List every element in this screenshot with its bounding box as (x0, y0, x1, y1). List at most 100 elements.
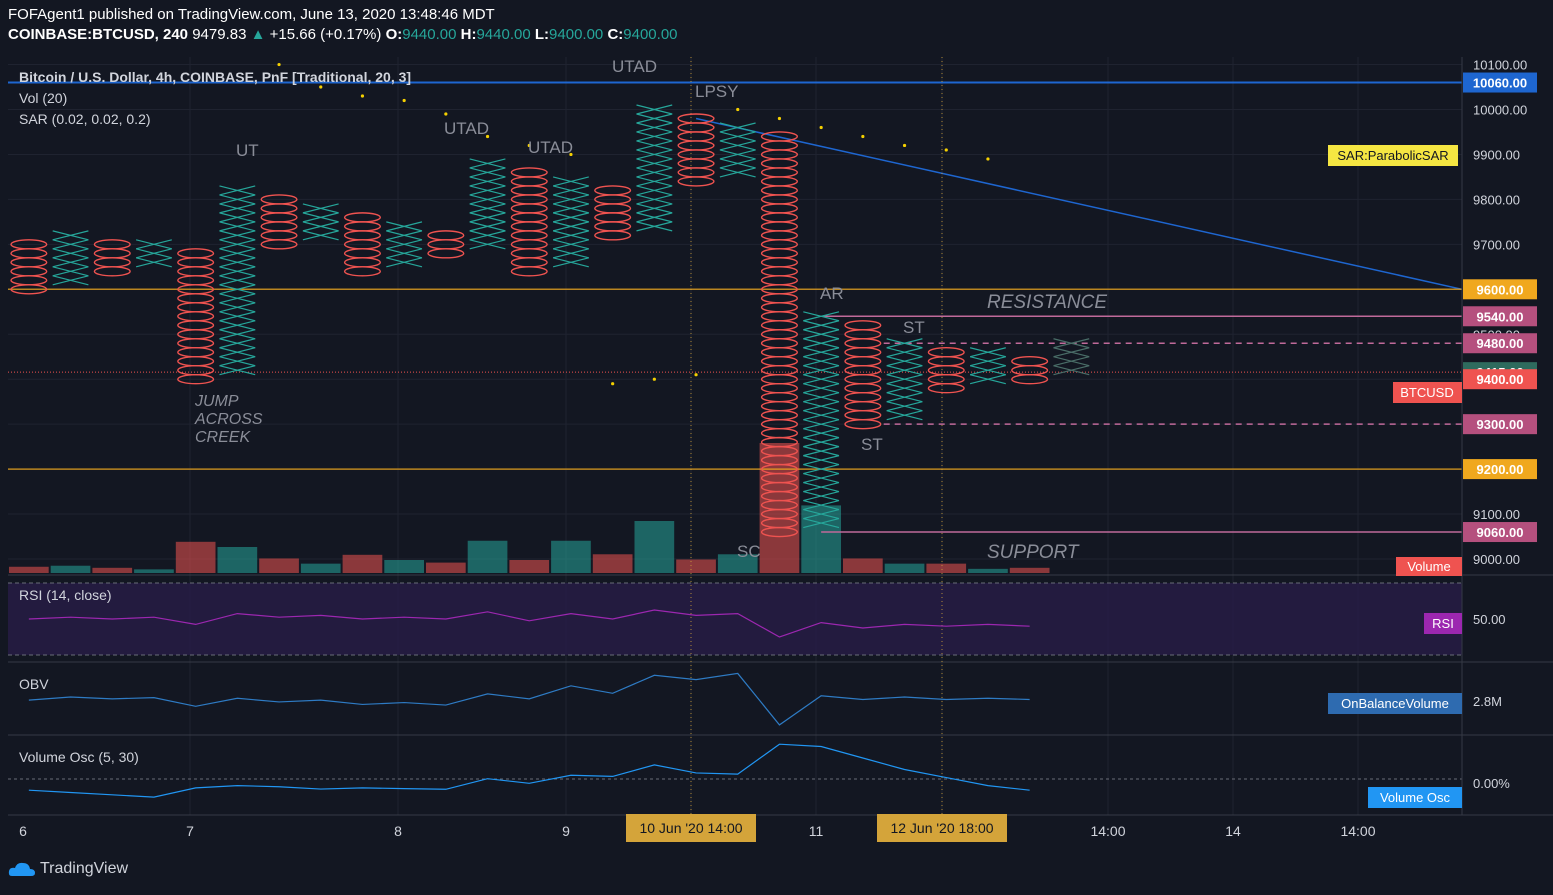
pnf-x-stroke (219, 221, 256, 232)
pnf-x-stroke (135, 257, 172, 268)
sar-dot (527, 143, 531, 148)
annotation-across: ACROSS (194, 411, 263, 428)
pnf-o-box (427, 230, 465, 241)
pnf-o-box (10, 239, 48, 250)
price-tag-box (1463, 333, 1537, 354)
crosshair-time-tags: 10 Jun '20 14:00 12 Jun '20 18:00 (626, 814, 1007, 842)
annotation-utad-top: UTAD (612, 57, 657, 76)
pnf-o-box (1011, 356, 1049, 367)
sar-label-box (1328, 145, 1458, 166)
sar-dot (611, 382, 615, 386)
pnf-x-stroke (469, 194, 506, 205)
pnf-x-stroke (552, 185, 589, 196)
sar-dot (944, 148, 948, 152)
pnf-x-stroke (219, 266, 256, 277)
pnf-x-stroke (803, 392, 840, 403)
pnf-x-stroke (803, 428, 840, 439)
pnf-x-stroke (636, 194, 673, 205)
volume-bar (259, 558, 299, 573)
annotation-utad-2: UTAD (444, 119, 489, 138)
pnf-x-stroke (719, 140, 756, 151)
volume-bar (968, 568, 1008, 573)
pnf-x-stroke (886, 356, 923, 367)
pnf-x-stroke (719, 149, 756, 160)
annotation-sc: SC (737, 542, 761, 561)
pnf-x-stroke (469, 239, 506, 250)
price-tag-label: 9300.00 (1477, 417, 1524, 432)
price-tag-box (1463, 459, 1537, 480)
pnf-columns (10, 104, 1090, 538)
pnf-x-stroke (219, 248, 256, 259)
rsi-tick: 50.00 (1473, 612, 1506, 627)
sar-dot (777, 116, 782, 121)
wyckoff-annotations: UTAD LPSY UTAD UTAD UT JUMP ACROSS CREEK… (194, 57, 1107, 563)
up-triangle-icon: ▲ (250, 26, 266, 43)
pnf-x-stroke (803, 473, 840, 484)
symbol[interactable]: COINBASE:BTCUSD, 240 (8, 26, 189, 43)
pnf-x-stroke (469, 158, 506, 169)
pnf-x-stroke (52, 248, 89, 259)
price-tick-label: 9000.00 (1473, 552, 1520, 567)
price-tick-label: 10000.00 (1473, 103, 1527, 118)
btcusd-label-box (1393, 382, 1462, 403)
pnf-x-stroke (719, 122, 756, 133)
volume-bar (134, 569, 174, 573)
pnf-x-stroke (552, 203, 589, 214)
tradingview-logo[interactable]: TradingView (8, 860, 128, 878)
grid (8, 57, 1462, 815)
pane-separators (8, 574, 1553, 736)
rsi-label: RSI (1432, 616, 1454, 631)
pnf-x-stroke (803, 464, 840, 475)
price-tags: 10060.009600.009540.009480.009415.669400… (1463, 72, 1537, 543)
price-tick-label: 9900.00 (1473, 147, 1520, 162)
pnf-o-box (594, 185, 632, 196)
sar-dot (319, 85, 323, 89)
pnf-x-stroke (719, 158, 756, 169)
pnf-x-stroke (219, 347, 256, 358)
pnf-x-stroke (803, 419, 840, 430)
pnf-x-stroke (386, 257, 423, 268)
price-tick-label: 9800.00 (1473, 192, 1520, 207)
chart-area[interactable] (8, 57, 1462, 815)
pnf-x-stroke (969, 374, 1006, 385)
price-tag-label: 9400.00 (1477, 372, 1524, 387)
pnf-x-stroke (552, 212, 589, 223)
pnf-x-stroke (552, 221, 589, 232)
pnf-x-stroke (219, 365, 256, 376)
pnf-x-stroke (803, 482, 840, 493)
pnf-x-stroke (886, 392, 923, 403)
time-tag-1: 10 Jun '20 14:00 (639, 820, 742, 836)
pnf-x-stroke (803, 499, 840, 511)
time-tick-label: 7 (186, 823, 194, 839)
volume-bar (717, 554, 758, 573)
pnf-x-stroke (969, 365, 1006, 376)
volume-bar (175, 541, 216, 573)
pnf-pending-x-stroke (1053, 338, 1090, 349)
volume-bar (509, 560, 550, 573)
pnf-x-stroke (636, 122, 673, 133)
annotation-ar: AR (820, 284, 844, 303)
pnf-x-stroke (636, 185, 673, 196)
pnf-x-stroke (636, 113, 673, 124)
pnf-x-stroke (636, 203, 673, 214)
volume-bar (300, 563, 341, 573)
pnf-x-stroke (219, 302, 256, 313)
volume-bar (634, 521, 675, 573)
time-tick-label: 14 (1225, 823, 1241, 839)
pnf-pending-x-stroke (1053, 365, 1090, 376)
pnf-x-stroke (219, 338, 256, 349)
price-tag-box (1463, 414, 1537, 435)
pnf-o-box (343, 212, 382, 223)
pnf-x-stroke (803, 365, 840, 376)
pnf-x-stroke (469, 185, 506, 196)
pnf-o-box (927, 347, 965, 358)
pnf-o-box (510, 167, 548, 178)
pnf-x-stroke (219, 230, 256, 241)
volume-bar (926, 563, 967, 573)
pnf-x-stroke (803, 508, 840, 520)
pnf-o-box (177, 248, 215, 259)
pnf-x-stroke (552, 194, 589, 205)
pnf-x-stroke (636, 140, 673, 151)
